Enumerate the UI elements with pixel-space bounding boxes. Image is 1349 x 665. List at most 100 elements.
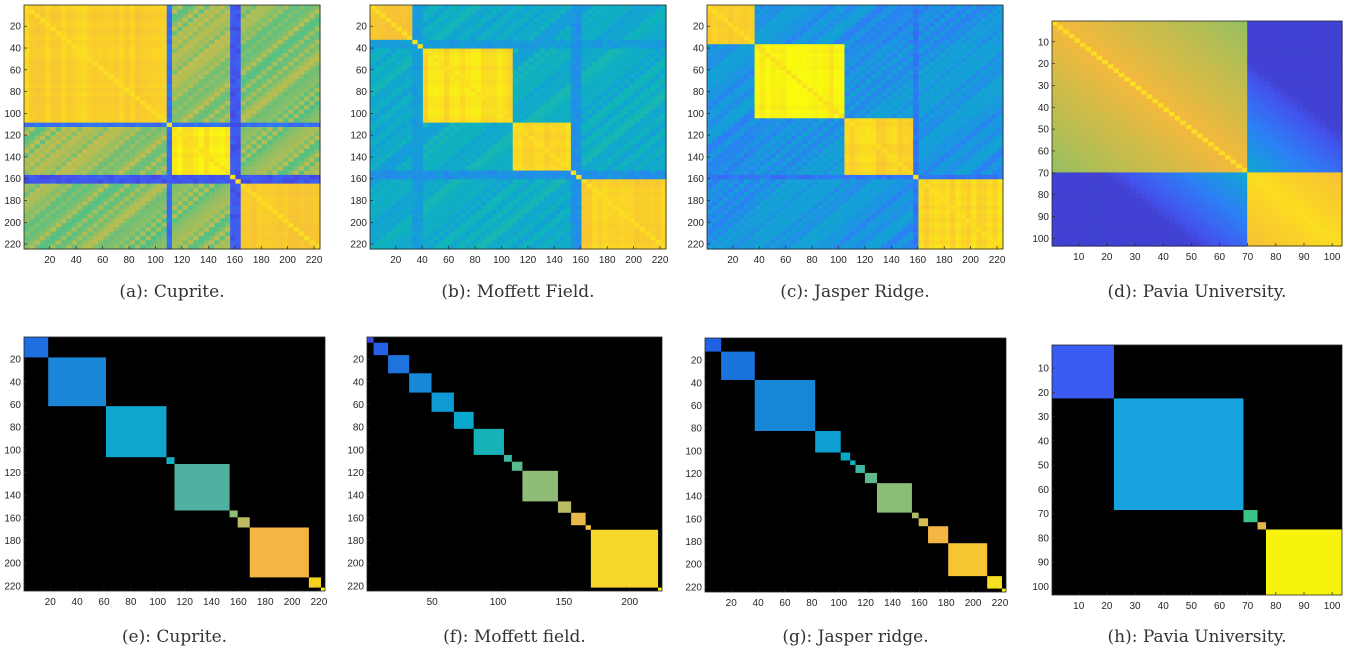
heatmap-a-cell [204, 75, 210, 80]
heatmap-a-cell [267, 236, 273, 241]
heatmap-a-cell [124, 171, 130, 176]
heatmap-a-cell [304, 232, 310, 237]
heatmap-a-cell [251, 162, 257, 167]
heatmap-a-cell [183, 14, 189, 19]
heatmap-a-cell [130, 127, 136, 132]
heatmap-b-cell [539, 18, 545, 23]
heatmap-a-cell [56, 223, 62, 228]
heatmap-a-cell [24, 44, 30, 49]
heatmap-a-cell [198, 101, 204, 106]
heatmap-a-cell [204, 62, 210, 67]
heatmap-a-cell [146, 18, 152, 23]
heatmap-a-cell [241, 232, 247, 237]
heatmap-a-cell [198, 175, 204, 180]
heatmap-a-cell [214, 166, 220, 171]
heatmap-a-cell [130, 166, 136, 171]
heatmap-a-cell [283, 9, 289, 14]
heatmap-a-cell [151, 49, 157, 54]
heatmap-a-cell [230, 118, 236, 123]
heatmap-a-cell [98, 105, 104, 110]
heatmap-b-cell [550, 5, 556, 10]
heatmap-b-cell [629, 114, 635, 119]
heatmap-a-cell [188, 219, 194, 224]
heatmap-a-cell [119, 110, 125, 115]
heatmap-a-cell [193, 184, 199, 189]
heatmap-b-cell [566, 70, 572, 75]
heatmap-b-cell [460, 144, 466, 149]
heatmap-a-cell [82, 75, 88, 80]
heatmap-b-cell [391, 22, 397, 27]
heatmap-a-cell [183, 105, 189, 110]
heatmap-a-cell [257, 201, 263, 206]
heatmap-a-cell [61, 171, 67, 176]
heatmap-b-cell [418, 83, 424, 88]
heatmap-a-cell [294, 14, 300, 19]
heatmap-b-cell [492, 136, 498, 141]
heatmap-a-cell [172, 236, 178, 241]
heatmap-b-cell [618, 127, 624, 132]
heatmap-a-cell [262, 236, 268, 241]
heatmap-b-cell [655, 18, 661, 23]
heatmap-a-cell [24, 31, 30, 36]
heatmap-a-cell [87, 166, 93, 171]
heatmap-b-cell [375, 83, 381, 88]
heatmap-a-cell [24, 240, 30, 245]
heatmap-a-cell [177, 227, 183, 232]
heatmap-b-cell [418, 22, 424, 27]
heatmap-a-cell [246, 101, 252, 106]
heatmap-a-cell [288, 5, 294, 10]
heatmap-b-cell [608, 36, 614, 41]
heatmap-a-cell [241, 118, 247, 123]
heatmap-b-cell [544, 31, 550, 36]
heatmap-a-cell [177, 149, 183, 154]
heatmap-a-cell [257, 175, 263, 180]
heatmap-b-cell [534, 18, 540, 23]
heatmap-a-cell [235, 232, 241, 237]
heatmap-a-cell [50, 184, 56, 189]
heatmap-a-cell [209, 162, 215, 167]
heatmap-a-cell [204, 149, 210, 154]
heatmap-a-cell [50, 136, 56, 141]
heatmap-b-cell [555, 62, 561, 67]
heatmap-b-cell [608, 62, 614, 67]
heatmap-a-cell [220, 219, 226, 224]
heatmap-a-cell [230, 62, 236, 67]
heatmap-a-cell [146, 114, 152, 119]
heatmap-a-cell [283, 219, 289, 224]
heatmap-a-cell [124, 149, 130, 154]
heatmap-a-cell [109, 57, 115, 62]
heatmap-b-cell [650, 14, 656, 19]
heatmap-a-cell [135, 88, 141, 93]
heatmap-b-cell [544, 140, 550, 145]
heatmap-a-cell [183, 27, 189, 32]
heatmap-b-cell [423, 40, 429, 45]
heatmap-a-cell [24, 166, 30, 171]
heatmap-a-cell [235, 223, 241, 228]
heatmap-b-cell [418, 97, 424, 102]
heatmap-b-cell [640, 27, 646, 32]
heatmap-a-cell [283, 188, 289, 193]
heatmap-b-cell [449, 14, 455, 19]
heatmap-a-cell [309, 136, 315, 141]
heatmap-b-cell [618, 36, 624, 41]
heatmap-a-cell [167, 62, 173, 67]
heatmap-b-cell [555, 127, 561, 132]
heatmap-a-cell [66, 184, 72, 189]
heatmap-a-cell [98, 192, 104, 197]
heatmap-a-cell [272, 70, 278, 75]
heatmap-a-cell [304, 179, 310, 184]
heatmap-a-cell [278, 97, 284, 102]
heatmap-b-cell [645, 127, 651, 132]
heatmap-b-cell [534, 88, 540, 93]
heatmap-a-cell [61, 240, 67, 245]
heatmap-b-cell [370, 14, 376, 19]
heatmap-b-cell [470, 40, 476, 45]
heatmap-b-cell [566, 140, 572, 145]
heatmap-a-cell [161, 18, 167, 23]
heatmap-a-cell [267, 18, 273, 23]
heatmap-a-cell [140, 149, 146, 154]
heatmap-b-cell [502, 27, 508, 32]
heatmap-b-cell [539, 5, 545, 10]
heatmap-b-cell [529, 92, 535, 97]
heatmap-b-cell [433, 18, 439, 23]
